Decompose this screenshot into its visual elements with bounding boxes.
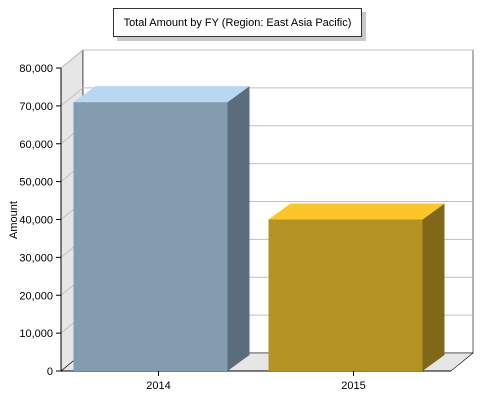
bar-front xyxy=(73,102,228,372)
y-tick-label: 20,000 xyxy=(19,290,53,302)
x-tick-labels: 2014 2015 xyxy=(146,371,366,392)
bars xyxy=(73,86,445,372)
y-tick-label: 50,000 xyxy=(19,177,53,189)
bar-side xyxy=(422,203,445,371)
bar-side xyxy=(227,86,250,372)
y-tick-label: 80,000 xyxy=(19,63,53,75)
y-tick-label: 60,000 xyxy=(19,139,53,151)
y-tick-label: 10,000 xyxy=(19,328,53,340)
gridline xyxy=(60,87,473,107)
y-tick-label: 0 xyxy=(47,366,53,378)
x-tick-label: 2015 xyxy=(341,380,365,392)
bar-2014 xyxy=(73,86,250,372)
gridline xyxy=(60,49,473,69)
y-tick-label: 30,000 xyxy=(19,252,53,264)
bar-top xyxy=(268,203,445,220)
y-tick-label: 40,000 xyxy=(19,215,53,227)
bar-front xyxy=(268,219,423,371)
y-axis-label: Amount xyxy=(8,201,20,239)
y-tick-labels: 0 10,000 20,000 30,000 40,000 50,000 60,000 70,… xyxy=(19,63,53,378)
y-tick-label: 70,000 xyxy=(19,101,53,113)
x-tick-label: 2014 xyxy=(146,380,170,392)
bar-2015 xyxy=(268,203,445,371)
chart-title: Total Amount by FY (Region: East Asia Pa… xyxy=(113,8,362,37)
bar-top xyxy=(73,86,250,103)
